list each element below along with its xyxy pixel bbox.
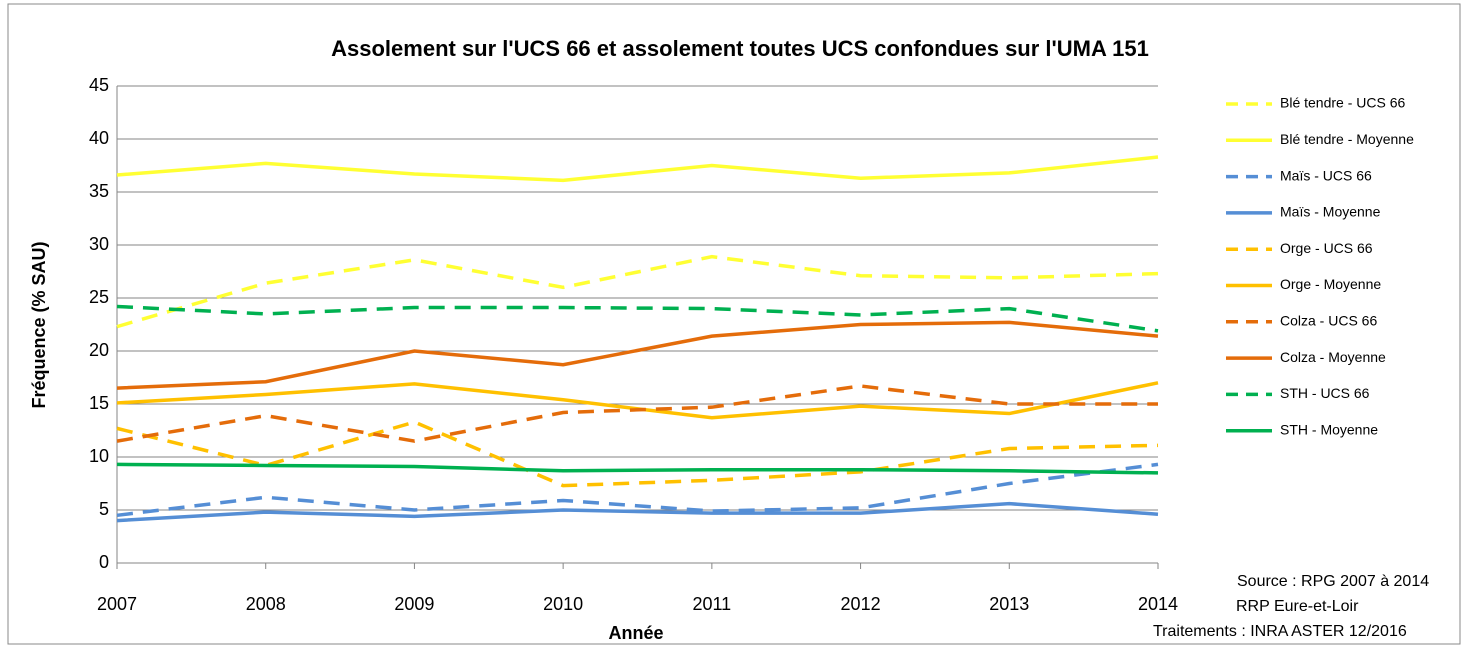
series-line xyxy=(116,420,1159,488)
y-tick-label: 20 xyxy=(89,340,109,360)
x-tick-label: 2014 xyxy=(1138,594,1178,614)
legend-label: STH - Moyenne xyxy=(1280,421,1378,437)
y-tick-label: 15 xyxy=(89,393,109,413)
series-line xyxy=(116,462,1159,475)
y-tick-label: 40 xyxy=(89,128,109,148)
y-tick-label: 0 xyxy=(99,552,109,572)
legend-label: Blé tendre - UCS 66 xyxy=(1280,95,1405,111)
y-tick-label: 30 xyxy=(89,234,109,254)
series-line xyxy=(116,462,1159,518)
y-tick-label: 45 xyxy=(89,75,109,95)
y-axis-label: Fréquence (% SAU) xyxy=(29,241,49,408)
x-tick-label: 2011 xyxy=(692,594,731,614)
series-line xyxy=(116,155,1159,183)
series-line xyxy=(116,384,1158,443)
y-tick-label: 35 xyxy=(89,181,109,201)
legend-label: Blé tendre - Moyenne xyxy=(1280,131,1414,147)
source-note: RRP Eure-et-Loir xyxy=(1236,598,1359,615)
y-tick-label: 5 xyxy=(99,499,109,519)
legend-label: Maïs - Moyenne xyxy=(1280,204,1381,220)
series-line xyxy=(116,304,1159,333)
series-line xyxy=(116,501,1159,523)
source-note: Source : RPG 2007 à 2014 xyxy=(1237,573,1429,590)
x-tick-label: 2010 xyxy=(543,594,583,614)
y-tick-label: 25 xyxy=(89,287,109,307)
source-note: Traitements : INRA ASTER 12/2016 xyxy=(1153,623,1407,640)
legend-label: Colza - UCS 66 xyxy=(1280,313,1377,329)
y-tick-label: 10 xyxy=(89,446,109,466)
x-tick-label: 2009 xyxy=(394,594,434,614)
legend-label: Colza - Moyenne xyxy=(1280,349,1386,365)
legend-label: Maïs - UCS 66 xyxy=(1280,167,1372,183)
chart-frame xyxy=(7,3,1461,645)
series-line xyxy=(116,254,1159,329)
legend-label: STH - UCS 66 xyxy=(1280,385,1370,401)
series-line xyxy=(116,320,1159,390)
x-tick-label: 2013 xyxy=(989,594,1029,614)
chart-title: Assolement sur l'UCS 66 et assolement to… xyxy=(331,36,1149,61)
x-axis-label: Année xyxy=(608,623,663,643)
legend-label: Orge - UCS 66 xyxy=(1280,240,1373,256)
x-tick-label: 2012 xyxy=(841,594,881,614)
x-tick-label: 2008 xyxy=(246,594,286,614)
x-tick-label: 2007 xyxy=(97,594,137,614)
legend-label: Orge - Moyenne xyxy=(1280,276,1381,292)
